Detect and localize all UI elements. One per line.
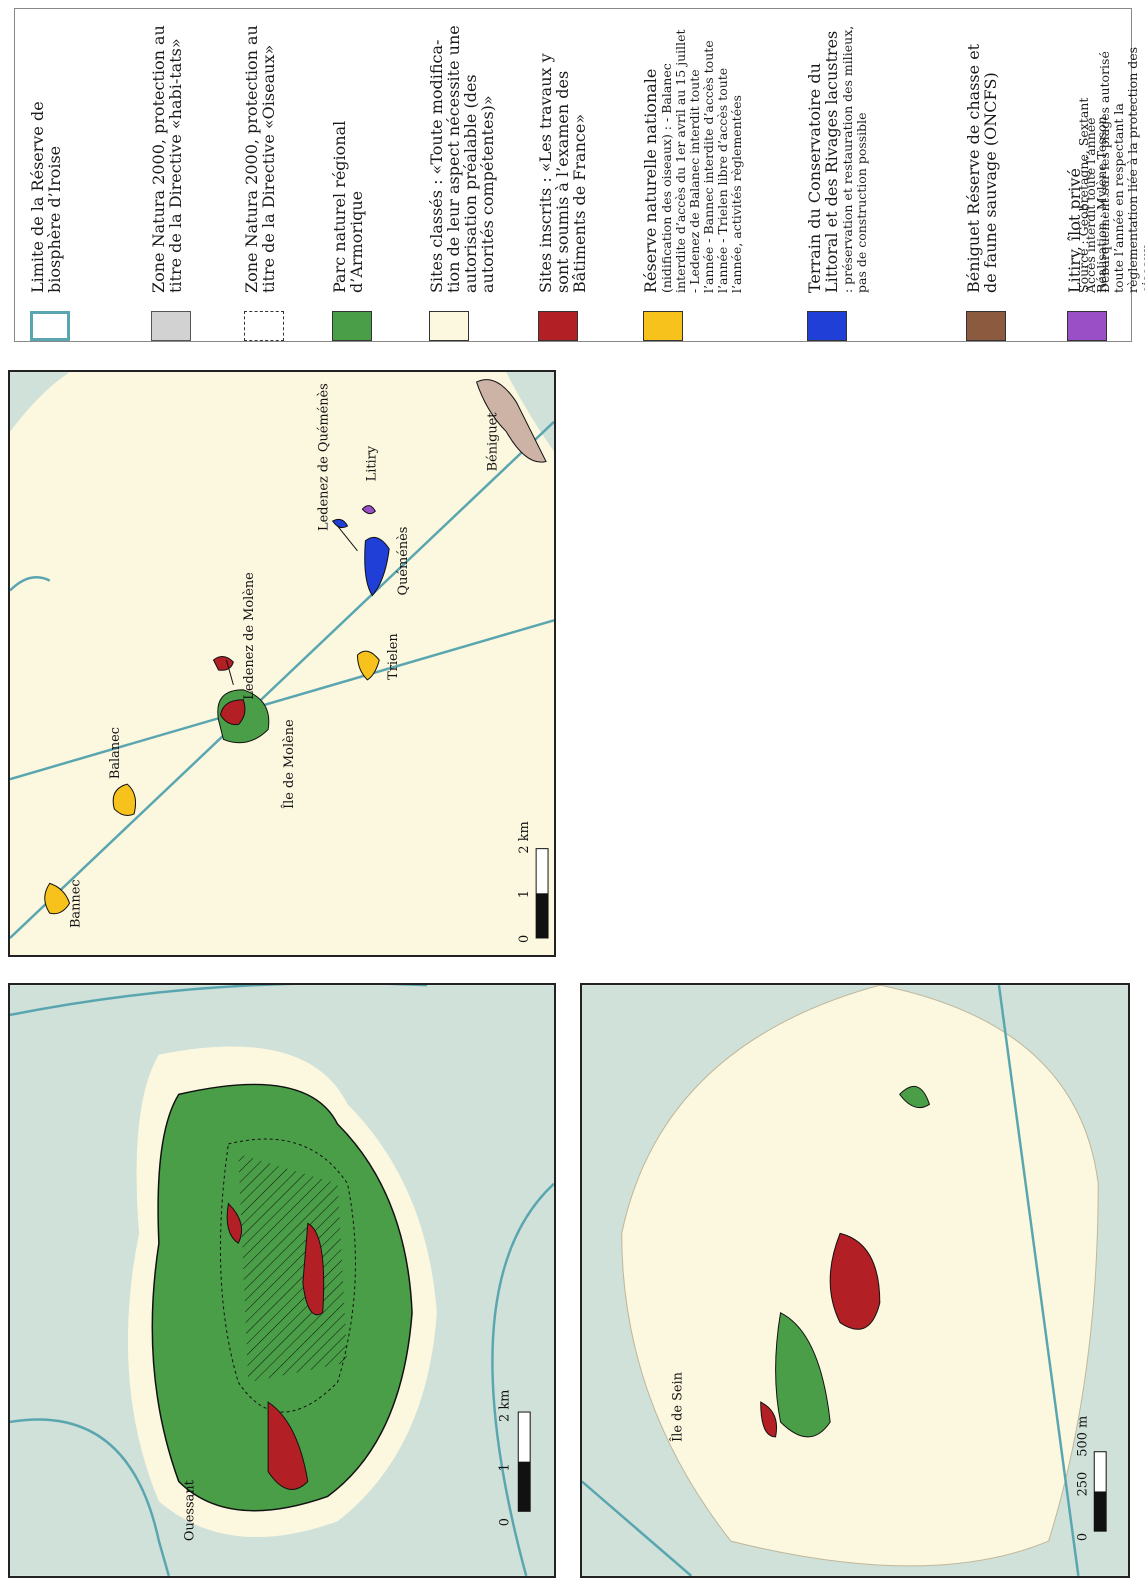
map-label: Litiry bbox=[364, 445, 379, 481]
leader-ledenez-q bbox=[337, 525, 358, 552]
map-label: Ouessant bbox=[183, 1479, 198, 1541]
boundary-line-3 bbox=[10, 576, 51, 592]
inscrit-3 bbox=[226, 1202, 243, 1244]
legend-title: Zone Natura 2000, protection au titre de… bbox=[241, 25, 278, 293]
quemenes-island bbox=[364, 536, 390, 597]
map-label: Île de Sein bbox=[669, 1372, 685, 1442]
legend-title: Sites inscrits : «Les travaux y sont sou… bbox=[535, 53, 589, 293]
boundary-line bbox=[10, 619, 554, 781]
map-panel-ouessant: Ouessant 0 1 2 km bbox=[8, 983, 556, 1578]
boundary-line-2 bbox=[997, 985, 1080, 1576]
legend-source: Source : Géobretagne, Sextant bbox=[1076, 97, 1091, 293]
legend-swatch bbox=[537, 311, 578, 341]
legend-title: Sites classés : «Toute modifica-tion de … bbox=[426, 25, 497, 293]
legend-detail: : préservation et restauration des milie… bbox=[839, 25, 869, 293]
molene-inscrit bbox=[219, 699, 246, 726]
legend-title: Parc naturel régional d’Armorique bbox=[330, 120, 366, 293]
map-panel-molene: Bannec Balanec Île de Molène Ledenez de Mol… bbox=[8, 370, 556, 957]
boundary-line-2 bbox=[491, 1182, 554, 1576]
legend-swatch bbox=[151, 311, 192, 341]
scale-bar bbox=[517, 1411, 531, 1512]
balanec-island bbox=[112, 783, 137, 817]
scale-tick: 0 bbox=[517, 935, 532, 943]
legend-author: Réalisation : Mylène Tesson bbox=[1094, 116, 1109, 293]
sein-island bbox=[775, 1312, 831, 1438]
map-label: Béniguet bbox=[485, 412, 500, 472]
sein-islet bbox=[899, 1085, 931, 1109]
legend-swatch bbox=[243, 311, 284, 341]
scale-tick: 2 km bbox=[517, 821, 532, 853]
legend-swatch bbox=[966, 311, 1007, 341]
ouessant-map-canvas: Ouessant 0 1 2 km bbox=[10, 985, 554, 1576]
inscrit-2 bbox=[302, 1222, 325, 1316]
map-label: Quéménès bbox=[396, 527, 411, 596]
scale-tick: 0 bbox=[497, 1518, 512, 1526]
scale-bar-fill bbox=[518, 1461, 531, 1512]
legend-rotated-content: Limite de la Réserve de biosphère d’Iroi… bbox=[17, 11, 1145, 341]
ledenez-quemenes bbox=[331, 518, 349, 529]
legend-title: Limite de la Réserve de biosphère d’Iroi… bbox=[27, 101, 64, 293]
boundary-line bbox=[582, 1480, 693, 1576]
hatched-area bbox=[238, 1153, 348, 1383]
boundary-line-3 bbox=[10, 1418, 171, 1576]
inscrit-1 bbox=[267, 1401, 309, 1490]
legend-swatch bbox=[642, 311, 683, 341]
scale-tick: 1 bbox=[497, 1463, 512, 1471]
scale-tick: 1 bbox=[517, 890, 532, 898]
map-label: Ledenez de Molène bbox=[242, 572, 257, 700]
sein-map-canvas: Île de Sein 0 250 500 m bbox=[582, 985, 1128, 1576]
scale-tick: 250 bbox=[1075, 1472, 1090, 1497]
classified-zone bbox=[10, 372, 554, 955]
map-label: Île de Molène bbox=[281, 719, 297, 809]
legend-title: Béniguet Réserve de chasse et de faune s… bbox=[964, 43, 1001, 293]
trielen-island bbox=[356, 650, 380, 681]
legend-swatch bbox=[29, 311, 70, 341]
legend-detail: (nidification des oiseaux) : - Balanec i… bbox=[658, 29, 744, 293]
scale-tick: 500 m bbox=[1075, 1416, 1090, 1457]
scale-tick: 0 bbox=[1075, 1533, 1090, 1541]
boundary-line bbox=[10, 985, 427, 1017]
map-label: Balanec bbox=[108, 727, 123, 779]
map-label: Ledenez de Quéménès bbox=[317, 383, 332, 531]
scale-bar-fill bbox=[536, 893, 549, 938]
scale-tick: 2 km bbox=[497, 1390, 512, 1422]
map-label: Bannec bbox=[68, 879, 83, 928]
map-label: Trielen bbox=[386, 633, 401, 680]
molene-map-canvas: Bannec Balanec Île de Molène Ledenez de Mol… bbox=[10, 372, 554, 955]
sein-inscrit bbox=[829, 1232, 881, 1330]
bannec-island bbox=[44, 882, 71, 915]
legend-swatch bbox=[1067, 311, 1107, 341]
legend-title: Zone Natura 2000, protection au titre de… bbox=[149, 25, 186, 293]
boundary-line-2 bbox=[10, 420, 554, 939]
leader-ledenez bbox=[225, 659, 234, 685]
map-legend: Limite de la Réserve de biosphère d’Iroi… bbox=[14, 8, 1145, 342]
legend-swatch bbox=[428, 311, 469, 341]
litiry-island bbox=[361, 505, 376, 515]
scale-bar-fill bbox=[1094, 1491, 1107, 1532]
legend-swatch bbox=[332, 311, 372, 341]
legend-swatch bbox=[806, 311, 847, 341]
legend-title: Terrain du Conservatoire du Littoral et … bbox=[804, 30, 841, 293]
sea-corner bbox=[10, 372, 70, 432]
beniguet-island bbox=[475, 379, 547, 463]
legend-title: Réserve naturelle nationale bbox=[640, 68, 660, 293]
sein-inscrit-2 bbox=[760, 1401, 778, 1438]
map-panel-sein: Île de Sein 0 250 500 m bbox=[580, 983, 1130, 1578]
